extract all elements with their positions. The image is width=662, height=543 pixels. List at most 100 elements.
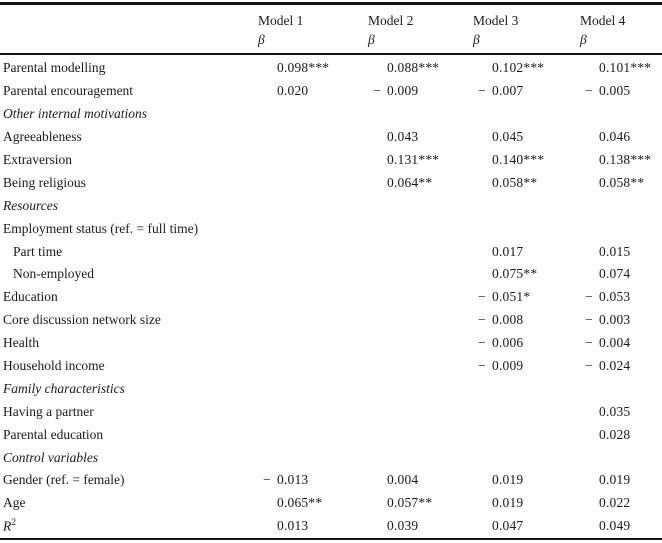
cell-value	[580, 221, 662, 237]
table-row: Parental education 0.028	[0, 423, 662, 446]
table-header-row: Model 1 β Model 2 β Model 3 β Model 4 β	[0, 5, 662, 53]
cell-value: 0.131***	[387, 152, 440, 167]
table-body: Parental modelling 0.098*** 0.088*** 0.102*…	[0, 55, 662, 538]
cell-value	[258, 427, 368, 443]
section-label: Control variables	[3, 449, 99, 465]
cell-value: 0.035	[599, 403, 631, 419]
table-row: Education −0.051* −0.053	[0, 286, 662, 309]
column-header-label: Model 2	[368, 12, 414, 28]
cell-value: 0.140***	[492, 152, 545, 167]
table-top-rule	[0, 2, 662, 5]
column-header-label: Model 3	[473, 12, 519, 28]
section-label: Family characteristics	[3, 380, 125, 396]
column-header-model-3: Model 3 β	[473, 11, 580, 53]
row-label: Part time	[13, 243, 63, 259]
cell-value	[368, 289, 473, 305]
cell-value	[258, 358, 368, 374]
row-label: Parental education	[3, 426, 104, 442]
cell-value: 0.017	[492, 243, 524, 259]
cell-value: 0.057**	[387, 495, 433, 511]
row-label: Age	[3, 495, 26, 511]
cell-value	[258, 289, 368, 305]
header-spacer	[0, 11, 258, 53]
cell-value	[258, 221, 368, 237]
table-row: Family characteristics	[0, 377, 662, 400]
cell-value	[368, 404, 473, 420]
table-row: Health −0.006 −0.004	[0, 332, 662, 355]
cell-value: 0.013	[277, 518, 309, 534]
cell-value	[368, 358, 473, 374]
cell-value	[258, 266, 368, 282]
table-row: Having a partner 0.035	[0, 400, 662, 423]
column-header-label: Model 4	[580, 12, 626, 28]
cell-value: 0.046	[599, 129, 631, 145]
table-row: Resources	[0, 194, 662, 217]
table-bottom-rule	[0, 537, 662, 541]
cell-value	[368, 244, 473, 260]
cell-value: −0.003	[585, 312, 631, 328]
cell-value: −0.013	[263, 472, 309, 488]
table-row: Core discussion network size −0.008 −0.003	[0, 309, 662, 332]
cell-value: −0.005	[585, 83, 631, 99]
cell-value	[368, 221, 473, 237]
cell-value: 0.101***	[599, 60, 652, 76]
cell-value: 0.102***	[492, 60, 545, 76]
table-row: R2 0.013 0.039 0.047 0.049	[0, 515, 662, 538]
cell-value: 0.045	[492, 129, 524, 145]
beta-symbol: β	[473, 31, 480, 47]
cell-value: 0.058**	[599, 174, 645, 190]
cell-value	[258, 312, 368, 328]
row-label: Gender (ref. = female)	[3, 472, 125, 488]
cell-value: 0.028	[599, 426, 631, 442]
table-row: Parental modelling 0.098*** 0.088*** 0.102*…	[0, 57, 662, 80]
cell-value: 0.019	[599, 472, 631, 488]
column-header-model-4: Model 4 β	[580, 11, 662, 53]
table-row: Age 0.065** 0.057** 0.019 0.022	[0, 492, 662, 515]
cell-value	[258, 244, 368, 260]
cell-value	[258, 335, 368, 351]
table-row: Gender (ref. = female) −0.013 0.004 0.019 0.…	[0, 469, 662, 492]
row-label: Having a partner	[3, 403, 94, 419]
row-label: R2	[3, 518, 16, 534]
table-row: Non-employed 0.075** 0.074	[0, 263, 662, 286]
row-label: Parental encouragement	[3, 83, 134, 99]
row-label: Education	[3, 289, 58, 305]
cell-value: 0.058**	[492, 174, 538, 190]
cell-value: 0.047	[492, 518, 524, 534]
column-header-model-1: Model 1 β	[258, 11, 368, 53]
row-label: Employment status (ref. = full time)	[3, 220, 199, 236]
cell-value	[258, 175, 368, 191]
cell-value: −0.024	[585, 358, 631, 374]
table-row: Control variables	[0, 446, 662, 469]
cell-value	[258, 152, 368, 168]
cell-value: 0.075**	[492, 266, 538, 282]
cell-value	[473, 427, 580, 443]
cell-value: 0.043	[387, 129, 419, 145]
table-row: Other internal motivations	[0, 103, 662, 126]
cell-value: 0.138***	[599, 152, 652, 167]
section-label: Resources	[3, 197, 58, 213]
row-label: Extraversion	[3, 152, 72, 167]
cell-value: 0.074	[599, 266, 631, 282]
cell-value: 0.004	[387, 472, 419, 488]
table-row: Employment status (ref. = full time)	[0, 217, 662, 240]
row-label: Health	[3, 335, 39, 351]
cell-value: 0.065**	[277, 495, 323, 511]
cell-value	[368, 312, 473, 328]
cell-value	[368, 427, 473, 443]
section-label: Other internal motivations	[3, 106, 147, 122]
cell-value: 0.049	[599, 518, 631, 534]
table-row: Part time 0.017 0.015	[0, 240, 662, 263]
table-row: Being religious 0.064** 0.058** 0.058**	[0, 171, 662, 194]
cell-value: 0.020	[277, 83, 309, 99]
row-label: Household income	[3, 358, 105, 374]
beta-symbol: β	[368, 31, 375, 47]
cell-value	[368, 335, 473, 351]
table-row: Extraversion 0.131*** 0.140*** 0.138***	[0, 149, 662, 172]
cell-value: 0.019	[492, 495, 524, 511]
cell-value: −0.004	[585, 335, 631, 351]
cell-value	[258, 129, 368, 145]
cell-value: 0.015	[599, 243, 631, 259]
table-row: Agreeableness 0.043 0.045 0.046	[0, 126, 662, 149]
column-header-model-2: Model 2 β	[368, 11, 473, 53]
